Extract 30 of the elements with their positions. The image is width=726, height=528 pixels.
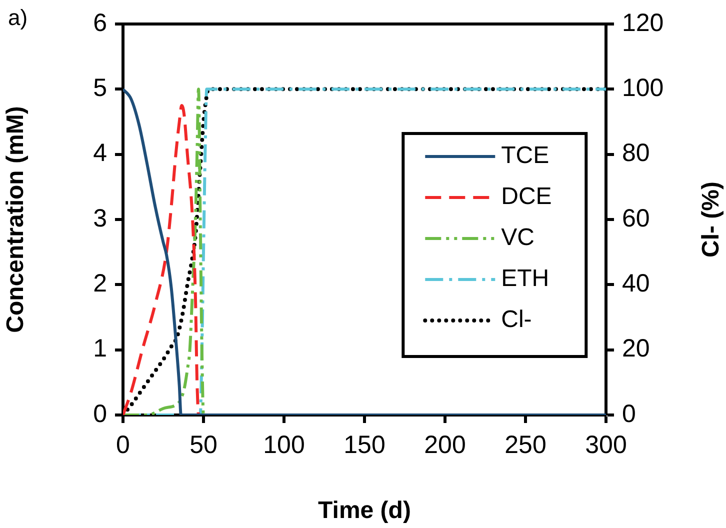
x-tick-label: 150 [344,430,386,459]
y2-tick-label: 0 [622,400,636,428]
y2-axis-title: Cl- (%) [698,182,725,258]
x-tick-label: 100 [263,430,305,459]
y2-tick-label: 120 [622,8,664,37]
legend-label: Cl- [501,306,532,334]
y2-tick-label: 60 [622,204,650,232]
text: a) [8,5,28,30]
y2-tick-label: 20 [622,334,650,363]
y2-tick-label: 100 [622,74,664,102]
y2-tick-label: 40 [622,270,650,298]
y-tick-label: 5 [93,74,107,102]
x-axis-title: Time (d) [318,497,411,524]
x-tick-label: 300 [585,430,627,459]
y-tick-label: 4 [93,139,108,168]
legend-label: ETH [501,265,550,292]
y-tick-label: 3 [93,204,107,232]
y-axis-title: Concentration (mM) [2,106,30,333]
x-tick-label: 0 [116,430,130,459]
y-tick-label: 6 [93,8,107,37]
y-tick-label: 2 [93,270,107,298]
legend-label: DCE [501,183,552,210]
x-tick-label: 50 [190,430,218,459]
x-tick-label: 250 [504,430,546,459]
legend-label: TCE [501,142,550,170]
legend-label: VC [501,224,534,252]
x-tick-label: 200 [424,430,466,459]
y-tick-label: 0 [93,400,107,428]
y-tick-label: 1 [93,334,107,363]
y2-tick-label: 80 [622,139,650,168]
